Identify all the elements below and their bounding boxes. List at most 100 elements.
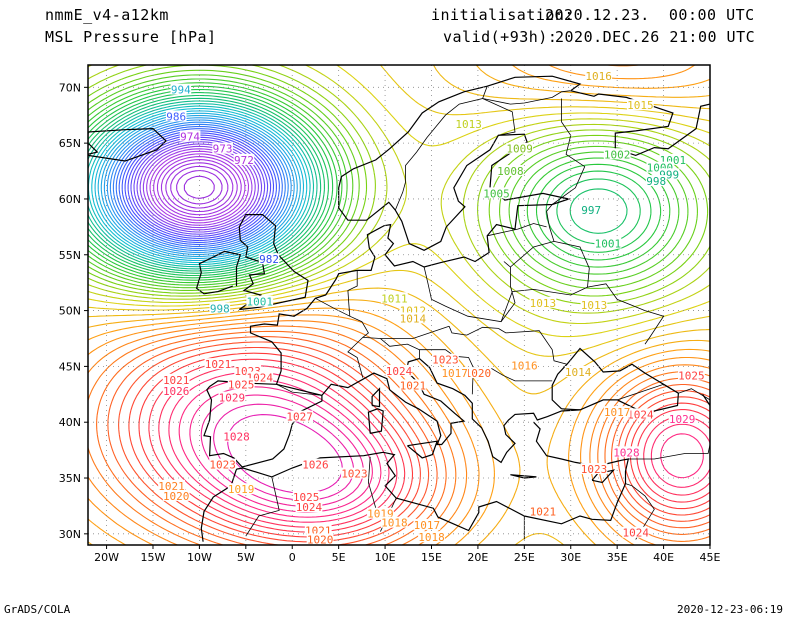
isobar-label-bg [380,292,408,304]
isobar-label-bg [506,142,534,154]
border-3 [347,270,358,317]
border-16 [482,90,571,105]
isobar-label: 1018 [418,531,445,544]
isobar-label-bg [659,153,687,165]
isobar-label-bg [223,430,250,442]
isobar-1002 [88,88,652,279]
isobar-983 [127,134,272,239]
isobar-label-bg [510,359,538,371]
border-8 [498,328,568,365]
border-13 [487,223,547,237]
isobar-label-bg [302,458,329,470]
isobar-label: 1025 [293,491,320,504]
isobar-976 [149,150,250,224]
isobar-label-bg [227,378,255,390]
isobar-label-bg [304,524,332,536]
isobar-974 [156,156,242,219]
lat-tick-label: 55N [59,249,81,262]
isobar-1027 [168,371,710,523]
isobar-label: 1017 [604,406,631,419]
isobar-label-bg [306,533,334,545]
isobar-label-bg [212,142,233,154]
isobar-973 [160,159,238,216]
isobar-label-bg [529,296,557,308]
isobar-label-bg [209,458,237,470]
border-1 [315,297,369,378]
lon-tick-label: 20W [94,551,119,564]
isobar-1011 [88,65,710,325]
isobar-994 [94,110,305,262]
coast-corsica [371,387,381,408]
border-14 [551,98,586,205]
isobar-label: 1013 [455,118,482,131]
border-19 [628,444,710,460]
lat-tick-label: 70N [59,81,81,94]
isobar-988 [112,123,286,249]
isobar-label: 1026 [163,385,190,398]
isobar-label: 1013 [581,299,608,312]
lat-tick-label: 30N [59,528,81,541]
isobar-label: 1021 [205,358,232,371]
lon-tick-label: 5E [332,551,346,564]
isobar-label-bg [564,365,592,377]
isobar-970 [176,169,223,205]
isobar-label: 1020 [163,490,190,503]
isobar-label-bg [622,526,650,538]
isobar-label-bg [441,367,469,379]
isobar-980 [136,141,263,233]
border-6 [448,326,499,336]
isobar-label-bg [204,358,232,370]
lon-tick-label: 40E [653,551,674,564]
lon-tick-label: 5W [237,551,255,564]
isobar-label-bg [385,364,413,376]
latitude-ticks: 70N 65N 60N 55N 50N 45N 40N 35N 30N [59,81,88,541]
variable-name: MSL Pressure [hPa] [45,28,217,46]
isobar-label-bg [162,373,190,385]
border-17 [482,98,516,136]
border-20 [625,483,655,540]
coast-morocco-atlantic [200,468,238,542]
border-15 [394,86,488,211]
border-5 [423,261,516,323]
isobar-989 [109,121,289,251]
isobar-label: 1029 [669,413,696,426]
coast-crete [510,474,537,479]
isobar-label: 1014 [400,312,427,325]
isobar-label-bg [418,531,445,543]
isobar-label-bg [233,153,255,165]
isobar-label-bg [295,501,323,513]
isobar-999 [88,97,322,272]
isobar-label-bg [626,408,654,420]
isobar-1004 [88,82,671,284]
isobar-1000 [88,94,628,274]
isobar-label: 1019 [228,483,255,496]
longitude-ticks: 20W 15W 10W 5W 0 5E 10E 15E 20E 25E 30E 35E 40E 45E [94,545,721,564]
isobar-990 [106,119,292,253]
border-10 [500,283,665,345]
isobar-label-bg [483,187,510,199]
isobar-985 [121,130,277,243]
lat-tick-label: 60N [59,193,81,206]
lon-tick-label: 25E [514,551,535,564]
isobar-label-bg [165,110,187,122]
isobar-label-bg [455,118,483,130]
isobar-labels: 9949869749739729821001998102110231024102… [158,70,705,545]
isobar-1012 [88,65,710,338]
isobar-label: 1025 [228,378,255,391]
isobar-label: 998 [646,175,666,188]
border-24 [367,456,377,509]
isobar-label-bg [227,483,255,495]
isobar-label-bg [292,491,320,502]
isobar-label: 1020 [465,367,492,380]
isobar-label: 1001 [595,238,622,251]
isobar-label: 1023 [432,354,459,367]
isobar-label: 1028 [223,431,250,444]
isobar-987 [115,125,283,247]
border-4 [380,338,420,359]
lat-tick-label: 50N [59,305,81,318]
isobar-label: 982 [259,253,279,266]
init-value: 2020.12.23. 00:00 UTC [545,6,755,24]
isobar-label: 1029 [219,392,246,405]
isobar-1003 [88,85,662,281]
isobar-969 [183,175,215,199]
